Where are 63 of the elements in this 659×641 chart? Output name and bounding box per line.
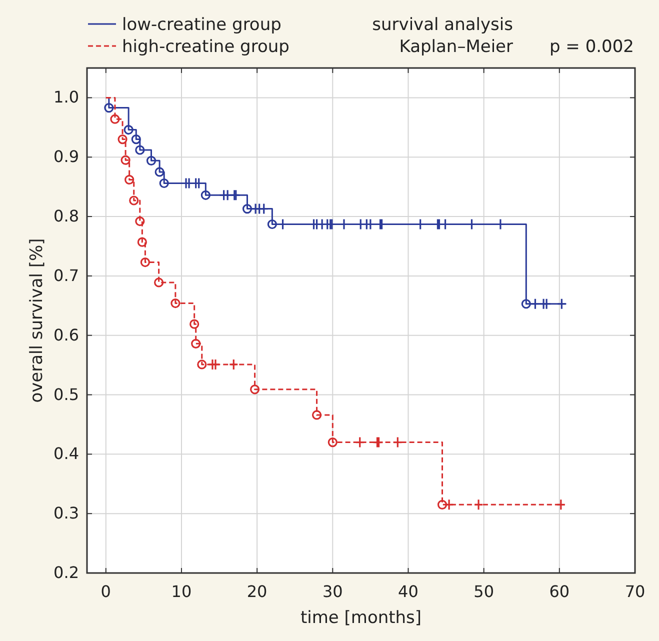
point — [259, 203, 269, 215]
point — [200, 190, 210, 200]
point — [210, 358, 220, 370]
y-axis-title: overall survival [%] — [27, 238, 47, 403]
y-tick-label: 0.3 — [54, 504, 79, 523]
point — [312, 410, 322, 420]
point — [154, 278, 164, 288]
point — [146, 156, 156, 166]
x-tick-label: 0 — [100, 582, 111, 601]
point — [170, 298, 180, 308]
point — [474, 498, 484, 510]
point — [159, 178, 169, 188]
point — [444, 498, 454, 510]
point — [267, 219, 277, 230]
y-tick-label: 0.6 — [54, 325, 79, 344]
x-tick-label: 10 — [171, 582, 192, 601]
point — [556, 498, 566, 510]
point — [131, 134, 141, 144]
legend-label: high-creatine group — [122, 37, 290, 57]
point — [392, 436, 402, 448]
point — [124, 174, 134, 184]
chart-title: survival analysis — [372, 15, 514, 35]
point — [120, 155, 130, 165]
y-tick-label: 0.8 — [54, 206, 79, 226]
point — [137, 237, 147, 247]
x-axis-title: time [months] — [300, 608, 422, 628]
point — [355, 436, 365, 448]
point — [140, 257, 150, 268]
x-tick-label: 60 — [549, 582, 570, 601]
point — [190, 319, 200, 329]
y-tick-label: 0.7 — [54, 266, 79, 285]
y-tick-label: 0.4 — [54, 444, 79, 464]
point — [542, 298, 552, 310]
legend-label: low-creatine group — [122, 15, 282, 35]
point — [328, 437, 338, 448]
point — [191, 338, 201, 348]
point — [228, 358, 238, 370]
point — [521, 299, 531, 309]
chart-subtitle: Kaplan–Meier — [399, 37, 513, 57]
y-tick-label: 1.0 — [54, 88, 79, 107]
point — [154, 167, 164, 177]
y-tick-label: 0.5 — [54, 384, 79, 404]
point — [242, 204, 252, 214]
point — [110, 114, 120, 124]
x-tick-label: 70 — [624, 582, 646, 601]
y-tick-label: 0.9 — [54, 147, 79, 166]
x-tick-label: 30 — [322, 582, 343, 601]
point — [104, 103, 114, 113]
y-tick-label: 0.2 — [54, 563, 79, 582]
point — [250, 384, 260, 394]
point — [118, 134, 128, 144]
point — [530, 298, 540, 310]
point — [135, 216, 145, 226]
point — [129, 196, 139, 206]
point — [135, 145, 145, 155]
x-tick-label: 50 — [474, 582, 494, 601]
point — [437, 500, 448, 510]
point — [556, 298, 566, 310]
x-tick-label: 40 — [398, 582, 418, 601]
point — [124, 124, 134, 135]
point — [197, 360, 207, 370]
text: p = 0.002 — [549, 37, 634, 57]
x-tick-label: 20 — [246, 582, 268, 601]
